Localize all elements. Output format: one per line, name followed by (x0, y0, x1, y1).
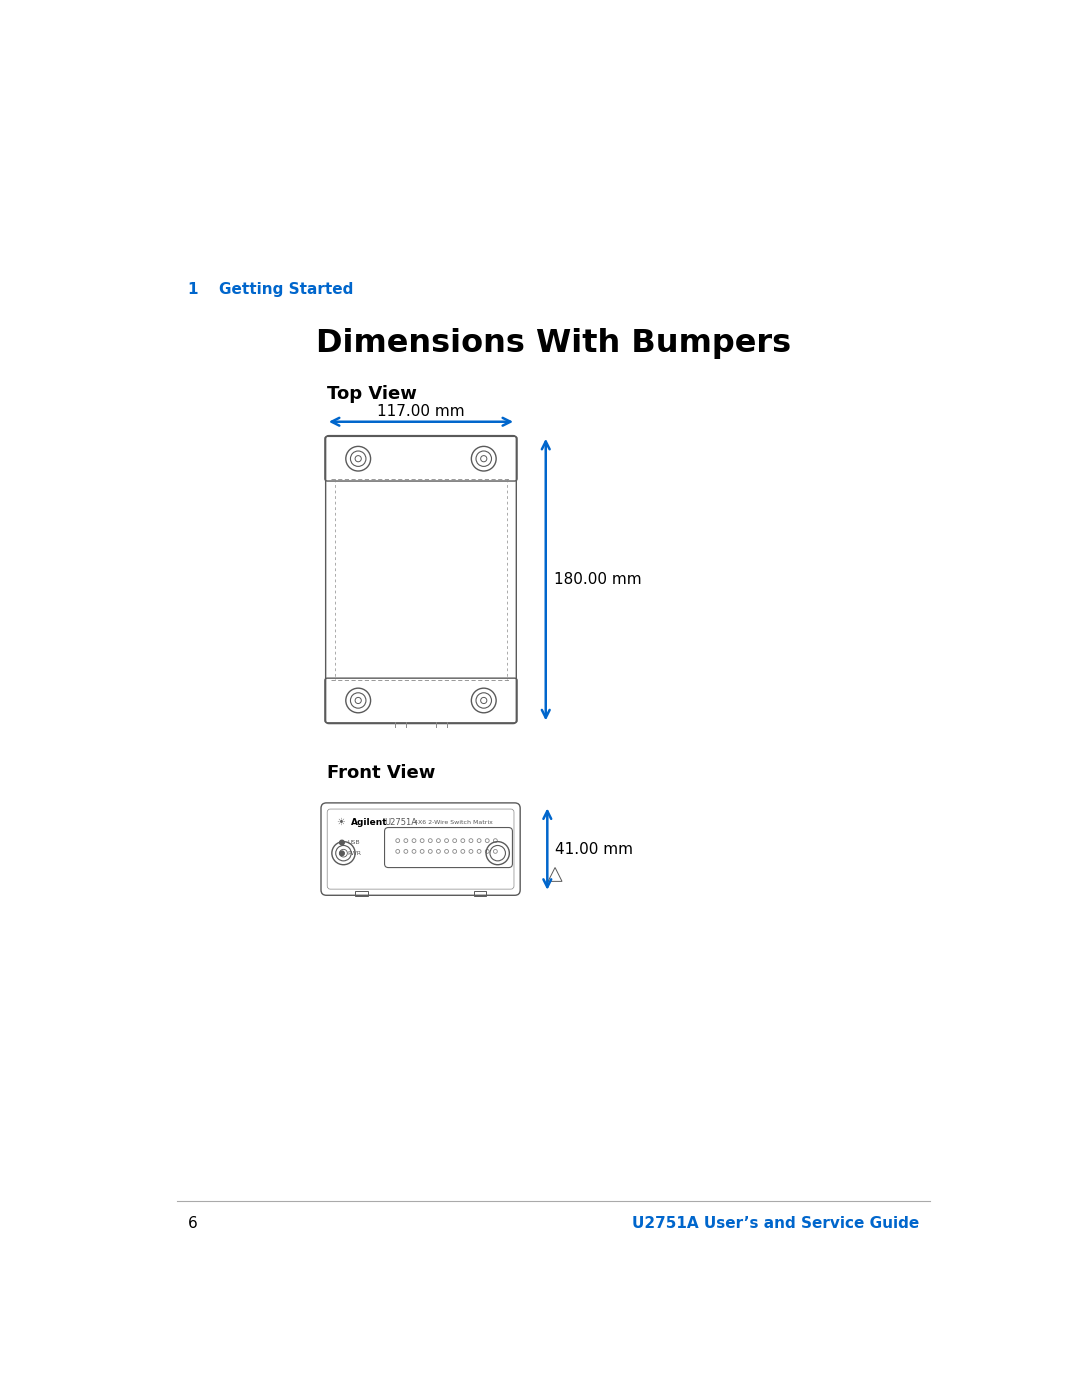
Text: 41.00 mm: 41.00 mm (555, 841, 633, 856)
Text: Dimensions With Bumpers: Dimensions With Bumpers (316, 328, 791, 359)
Bar (355, 891, 367, 895)
Text: 1: 1 (188, 282, 199, 296)
Text: Getting Started: Getting Started (218, 282, 353, 296)
Bar (474, 891, 486, 895)
Text: U2751A: U2751A (383, 817, 417, 827)
Text: PWR: PWR (348, 851, 362, 856)
Text: U2751A User’s and Service Guide: U2751A User’s and Service Guide (632, 1217, 919, 1231)
Text: 117.00 mm: 117.00 mm (377, 404, 464, 419)
Text: Front View: Front View (327, 764, 435, 782)
Text: 6: 6 (188, 1217, 198, 1231)
Text: ☀: ☀ (336, 817, 345, 827)
Text: Agilent: Agilent (351, 817, 388, 827)
Text: 4X6 2-Wire Switch Matrix: 4X6 2-Wire Switch Matrix (414, 820, 492, 824)
Circle shape (339, 840, 345, 845)
Text: 180.00 mm: 180.00 mm (554, 573, 642, 587)
Circle shape (339, 851, 345, 855)
Text: USB: USB (348, 840, 360, 845)
Text: Top View: Top View (327, 384, 417, 402)
